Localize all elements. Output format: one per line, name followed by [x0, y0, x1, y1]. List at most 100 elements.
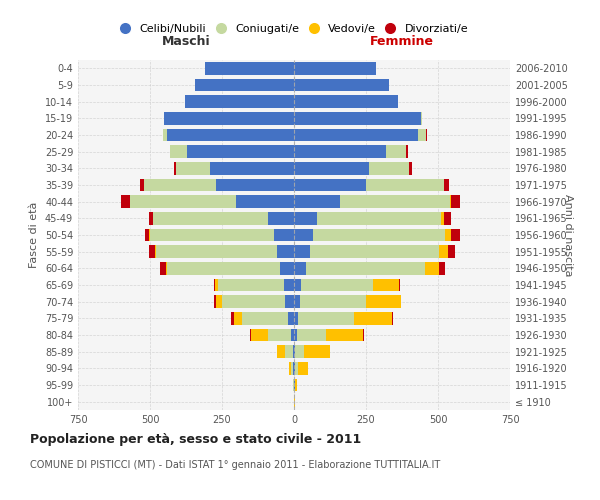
Bar — [298, 362, 308, 374]
Bar — [294, 129, 418, 141]
Bar — [215, 279, 218, 291]
Bar — [145, 229, 149, 241]
Bar — [167, 262, 280, 274]
Bar — [150, 229, 274, 241]
Bar — [392, 312, 394, 324]
Bar — [268, 212, 294, 224]
Bar — [294, 229, 313, 241]
Bar — [294, 96, 398, 108]
Bar — [294, 279, 301, 291]
Bar — [289, 362, 291, 374]
Bar — [160, 262, 166, 274]
Bar — [305, 262, 425, 274]
Text: Maschi: Maschi — [161, 36, 211, 49]
Bar — [277, 346, 286, 358]
Bar — [166, 262, 167, 274]
Bar — [156, 246, 277, 258]
Bar — [418, 129, 427, 141]
Bar — [300, 296, 366, 308]
Bar — [164, 112, 294, 124]
Bar — [176, 162, 211, 174]
Bar — [317, 212, 441, 224]
Bar — [294, 62, 376, 74]
Bar — [313, 229, 445, 241]
Bar — [295, 362, 298, 374]
Bar — [130, 196, 236, 208]
Bar — [242, 312, 288, 324]
Bar — [294, 329, 297, 341]
Bar — [451, 196, 460, 208]
Bar — [421, 112, 422, 124]
Bar — [340, 196, 449, 208]
Bar — [301, 279, 373, 291]
Bar — [294, 196, 340, 208]
Y-axis label: Fasce di età: Fasce di età — [29, 202, 39, 268]
Bar — [294, 312, 298, 324]
Bar — [230, 312, 233, 324]
Bar — [448, 246, 455, 258]
Bar — [298, 312, 355, 324]
Bar — [444, 212, 451, 224]
Bar — [294, 296, 300, 308]
Bar — [294, 212, 317, 224]
Bar — [149, 212, 153, 224]
Bar — [286, 296, 294, 308]
Bar — [326, 329, 363, 341]
Text: COMUNE DI PISTICCI (MT) - Dati ISTAT 1° gennaio 2011 - Elaborazione TUTTITALIA.I: COMUNE DI PISTICCI (MT) - Dati ISTAT 1° … — [30, 460, 440, 469]
Bar — [439, 262, 445, 274]
Bar — [286, 346, 293, 358]
Bar — [373, 279, 399, 291]
Y-axis label: Anni di nascita: Anni di nascita — [563, 194, 573, 276]
Bar — [406, 146, 408, 158]
Bar — [445, 179, 449, 192]
Bar — [167, 129, 294, 141]
Bar — [294, 146, 386, 158]
Bar — [441, 212, 444, 224]
Bar — [140, 179, 144, 192]
Bar — [295, 346, 304, 358]
Bar — [366, 179, 444, 192]
Bar — [294, 179, 366, 192]
Bar — [294, 346, 295, 358]
Bar — [294, 362, 295, 374]
Bar — [304, 346, 330, 358]
Bar — [386, 146, 406, 158]
Bar — [295, 379, 298, 391]
Bar — [144, 179, 216, 192]
Text: Femmine: Femmine — [370, 36, 434, 49]
Bar — [449, 196, 451, 208]
Bar — [170, 146, 187, 158]
Bar — [294, 262, 305, 274]
Bar — [294, 246, 310, 258]
Bar — [218, 279, 284, 291]
Bar — [155, 246, 156, 258]
Bar — [236, 196, 294, 208]
Bar — [291, 362, 293, 374]
Bar — [216, 179, 294, 192]
Bar — [194, 79, 294, 92]
Bar — [216, 296, 222, 308]
Bar — [291, 329, 294, 341]
Bar — [268, 329, 291, 341]
Bar — [310, 246, 439, 258]
Bar — [163, 129, 167, 141]
Bar — [369, 162, 409, 174]
Bar — [251, 329, 268, 341]
Bar — [175, 162, 176, 174]
Bar — [294, 79, 389, 92]
Bar — [185, 96, 294, 108]
Bar — [187, 146, 294, 158]
Bar — [214, 279, 215, 291]
Bar — [425, 262, 439, 274]
Bar — [214, 296, 216, 308]
Bar — [233, 312, 242, 324]
Bar — [293, 346, 294, 358]
Bar — [274, 229, 294, 241]
Bar — [121, 196, 130, 208]
Bar — [222, 296, 286, 308]
Bar — [355, 312, 392, 324]
Bar — [294, 112, 421, 124]
Text: Popolazione per età, sesso e stato civile - 2011: Popolazione per età, sesso e stato civil… — [30, 432, 361, 446]
Bar — [294, 162, 369, 174]
Bar — [439, 246, 448, 258]
